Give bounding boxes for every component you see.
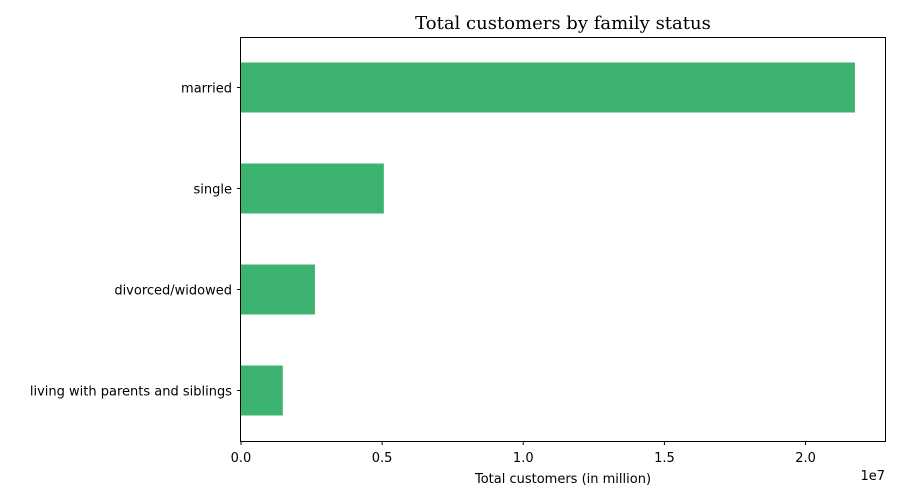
- x-axis: 0.0 0.5 1.0 1.5 2.0: [231, 441, 816, 466]
- y-tick-label: married: [181, 82, 232, 97]
- y-tick-label: living with parents and siblings: [30, 385, 232, 400]
- bar-married: [241, 62, 855, 113]
- x-tick-label: 1.0: [513, 451, 534, 466]
- x-tick-label: 0.5: [372, 451, 393, 466]
- x-axis-offset-label: 1e7: [860, 469, 885, 484]
- y-tick-label: single: [194, 183, 233, 198]
- bar-living-with-parents-and-siblings: [241, 365, 283, 416]
- bar-divorced-widowed: [241, 264, 315, 315]
- x-tick-label: 1.5: [654, 451, 675, 466]
- bars-group: [241, 62, 855, 416]
- x-axis-label: Total customers (in million): [474, 472, 651, 487]
- y-tick-label: divorced/widowed: [114, 284, 232, 299]
- chart-title: Total customers by family status: [415, 13, 711, 34]
- x-tick-label: 2.0: [795, 451, 816, 466]
- x-tick-label: 0.0: [231, 451, 252, 466]
- y-axis: married single divorced/widowed living with…: [30, 82, 241, 400]
- plot-frame: [240, 37, 886, 442]
- bar-single: [241, 163, 384, 214]
